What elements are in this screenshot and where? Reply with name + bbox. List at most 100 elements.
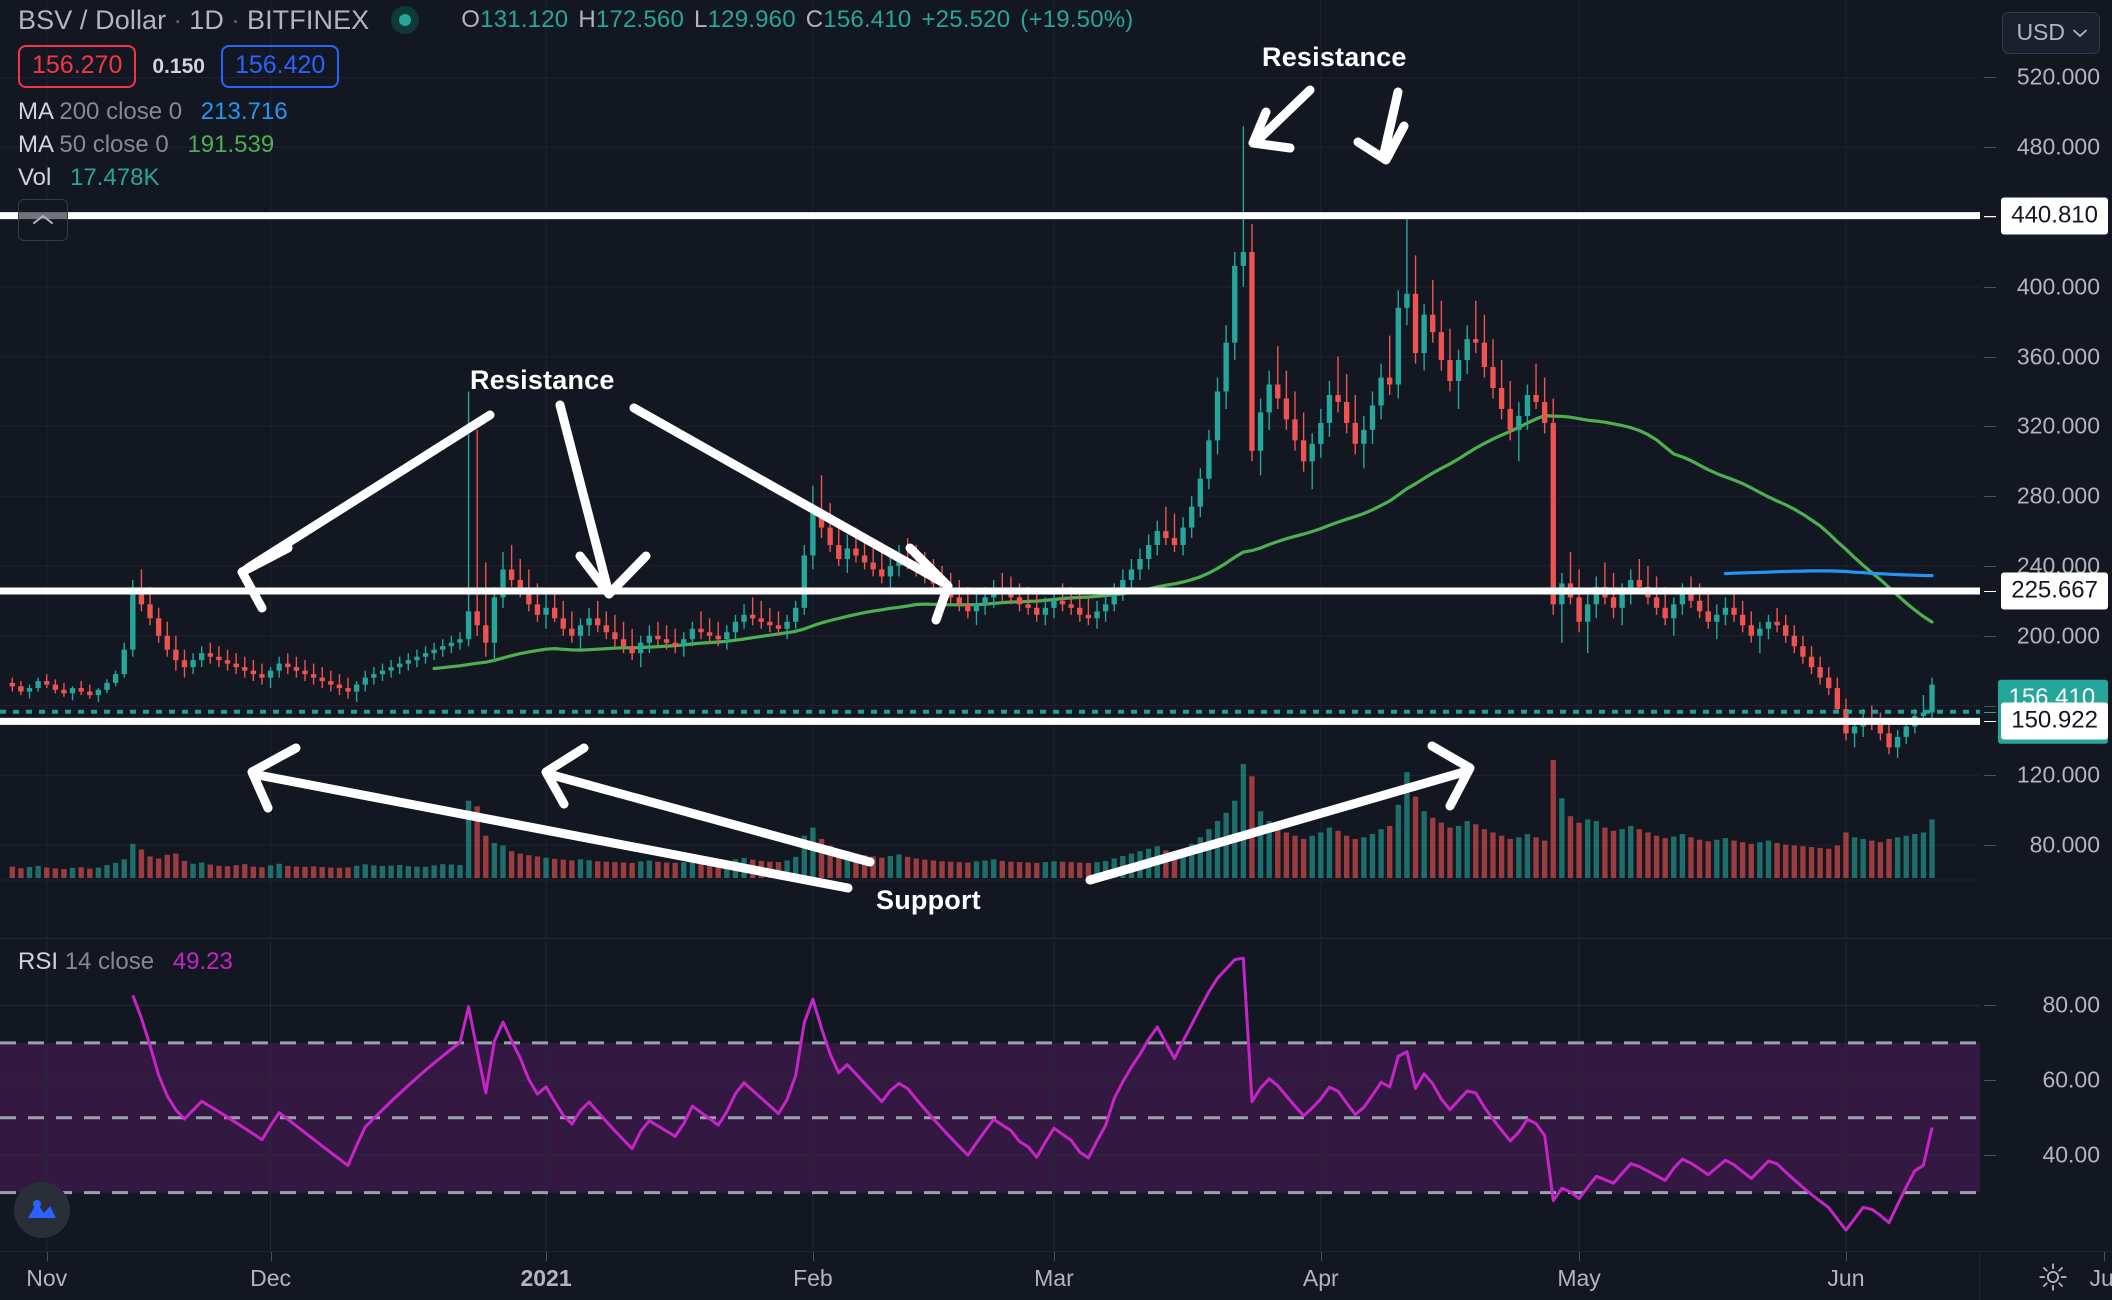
price-axis-tick xyxy=(1984,845,1996,847)
indicator-value: 191.539 xyxy=(187,130,275,158)
price-axis-label: 400.000 xyxy=(2016,273,2100,300)
rsi-axis-label: 40.00 xyxy=(2042,1141,2100,1168)
ask-price[interactable]: 156.420 xyxy=(220,45,340,88)
rsi-value: 49.23 xyxy=(172,948,233,975)
rsi-axis-tick xyxy=(1984,1155,1996,1157)
interval-label[interactable]: 1D xyxy=(189,4,224,35)
bid-ask-row: 156.270 0.150 156.420 xyxy=(18,45,1133,88)
price-axis-tick xyxy=(1984,356,1996,358)
rsi-chart-pane[interactable] xyxy=(0,942,1980,1252)
rsi-params: 14 close xyxy=(64,948,155,975)
price-axis-label: 120.000 xyxy=(2016,761,2100,788)
price-axis-label: 320.000 xyxy=(2016,412,2100,439)
low-key: L xyxy=(694,6,708,33)
chevron-down-icon xyxy=(2073,29,2087,37)
time-axis-tick xyxy=(46,1252,48,1261)
price-axis-tick xyxy=(1984,286,1996,288)
price-level-badge[interactable]: 440.810 xyxy=(2001,197,2108,235)
indicator-ma50[interactable]: MA 50 close 0 191.539 xyxy=(18,130,1133,158)
rsi-axis-label: 60.00 xyxy=(2042,1066,2100,1093)
price-axis-tick xyxy=(1984,147,1996,149)
axis-divider xyxy=(1979,1252,1980,1300)
low-value: 129.960 xyxy=(707,6,796,33)
legend-separator-2: · xyxy=(230,4,240,35)
time-axis-label: Nov xyxy=(26,1265,68,1291)
currency-label: USD xyxy=(2016,19,2065,45)
collapse-legend-button[interactable] xyxy=(18,198,68,241)
time-axis-label: 2021 xyxy=(520,1265,572,1291)
indicator-name: MA xyxy=(18,97,53,125)
time-axis-tick xyxy=(812,1252,814,1261)
price-pill-tick xyxy=(1984,711,1996,713)
indicator-value: 17.478K xyxy=(70,163,160,191)
gear-icon xyxy=(2039,1263,2067,1291)
chart-settings-gear-button[interactable] xyxy=(2038,1262,2068,1297)
chart-legend: BSV / Dollar · 1D · BITFINEX O131.120 H17… xyxy=(18,6,1133,241)
close-value: 156.410 xyxy=(823,6,912,33)
price-badge-value: 225.667 xyxy=(2011,576,2098,604)
time-axis-tick xyxy=(1579,1252,1581,1261)
spread-value: 0.150 xyxy=(152,54,205,78)
tradingview-logo-icon[interactable] xyxy=(14,1182,70,1238)
time-axis[interactable]: Nov Dec 2021 Feb Mar Apr May Jun Jul xyxy=(0,1251,2112,1300)
price-badge-value: 440.810 xyxy=(2011,201,2098,229)
time-axis-label: Jul xyxy=(2089,1265,2112,1291)
indicator-params: 200 close 0 xyxy=(59,97,183,125)
price-axis-tick xyxy=(1984,635,1996,637)
price-axis-tick xyxy=(1984,705,1996,707)
indicator-ma200[interactable]: MA 200 close 0 213.716 xyxy=(18,97,1133,125)
price-level-badge[interactable]: 150.922 xyxy=(2001,702,2108,740)
price-change-percent: (+19.50%) xyxy=(1020,6,1134,33)
rsi-axis-tick xyxy=(1984,1005,1996,1007)
time-axis-label: Dec xyxy=(250,1265,292,1291)
price-axis-label: 200.000 xyxy=(2016,622,2100,649)
price-axis-label: 80.000 xyxy=(2029,831,2100,858)
price-axis-tick xyxy=(1984,565,1996,567)
price-axis-tick xyxy=(1984,217,1996,219)
time-axis-tick xyxy=(2104,1252,2106,1261)
price-axis-tick xyxy=(1984,77,1996,79)
currency-selector-button[interactable]: USD xyxy=(2002,12,2100,54)
high-key: H xyxy=(578,6,596,33)
time-axis-label: Apr xyxy=(1302,1265,1339,1291)
price-axis-label: 280.000 xyxy=(2016,482,2100,509)
exchange-label[interactable]: BITFINEX xyxy=(246,4,370,35)
time-axis-label: May xyxy=(1557,1265,1601,1291)
ohlc-values: O131.120 H172.560 L129.960 C156.410 +25.520 (… xyxy=(461,8,1133,32)
symbol-legend-row[interactable]: BSV / Dollar · 1D · BITFINEX O131.120 H17… xyxy=(18,6,1133,34)
close-key: C xyxy=(805,6,824,33)
tradingview-logo-glyph xyxy=(28,1200,56,1218)
rsi-axis-label: 80.00 xyxy=(2042,991,2100,1018)
price-level-badge[interactable]: 225.667 xyxy=(2001,572,2108,610)
price-axis[interactable]: 520.000480.000440.000400.000360.000320.0… xyxy=(1980,0,2112,938)
time-axis-tick xyxy=(270,1252,272,1261)
market-open-dot-icon[interactable] xyxy=(391,6,420,34)
rsi-axis[interactable]: 80.00 60.00 40.00 xyxy=(1980,942,2112,1252)
bid-price[interactable]: 156.270 xyxy=(18,45,137,88)
price-pill-tick xyxy=(1984,721,1996,723)
price-change: +25.520 xyxy=(921,6,1011,33)
time-axis-tick xyxy=(546,1252,548,1261)
indicator-volume[interactable]: Vol 17.478K xyxy=(18,163,1133,191)
price-axis-tick xyxy=(1984,496,1996,498)
high-value: 172.560 xyxy=(595,6,685,33)
time-axis-label: Jun xyxy=(1827,1265,1865,1291)
open-key: O xyxy=(461,6,481,33)
price-axis-label: 360.000 xyxy=(2016,343,2100,370)
price-pill-tick xyxy=(1984,215,1996,217)
rsi-legend[interactable]: RSI 14 close 49.23 xyxy=(18,948,233,976)
time-axis-tick xyxy=(1845,1252,1847,1261)
price-axis-tick xyxy=(1984,426,1996,428)
legend-separator: · xyxy=(173,4,183,35)
price-axis-label: 520.000 xyxy=(2016,63,2100,90)
rsi-axis-tick xyxy=(1984,1080,1996,1082)
price-pill-tick xyxy=(1984,590,1996,592)
open-value: 131.120 xyxy=(480,6,569,33)
indicator-params: 50 close 0 xyxy=(59,130,169,158)
pane-divider xyxy=(0,938,2112,939)
time-axis-label: Feb xyxy=(793,1265,833,1291)
rsi-name: RSI xyxy=(18,948,59,975)
symbol-name[interactable]: BSV / Dollar xyxy=(18,4,167,35)
indicator-name: Vol xyxy=(18,163,52,191)
indicator-value: 213.716 xyxy=(200,97,288,125)
